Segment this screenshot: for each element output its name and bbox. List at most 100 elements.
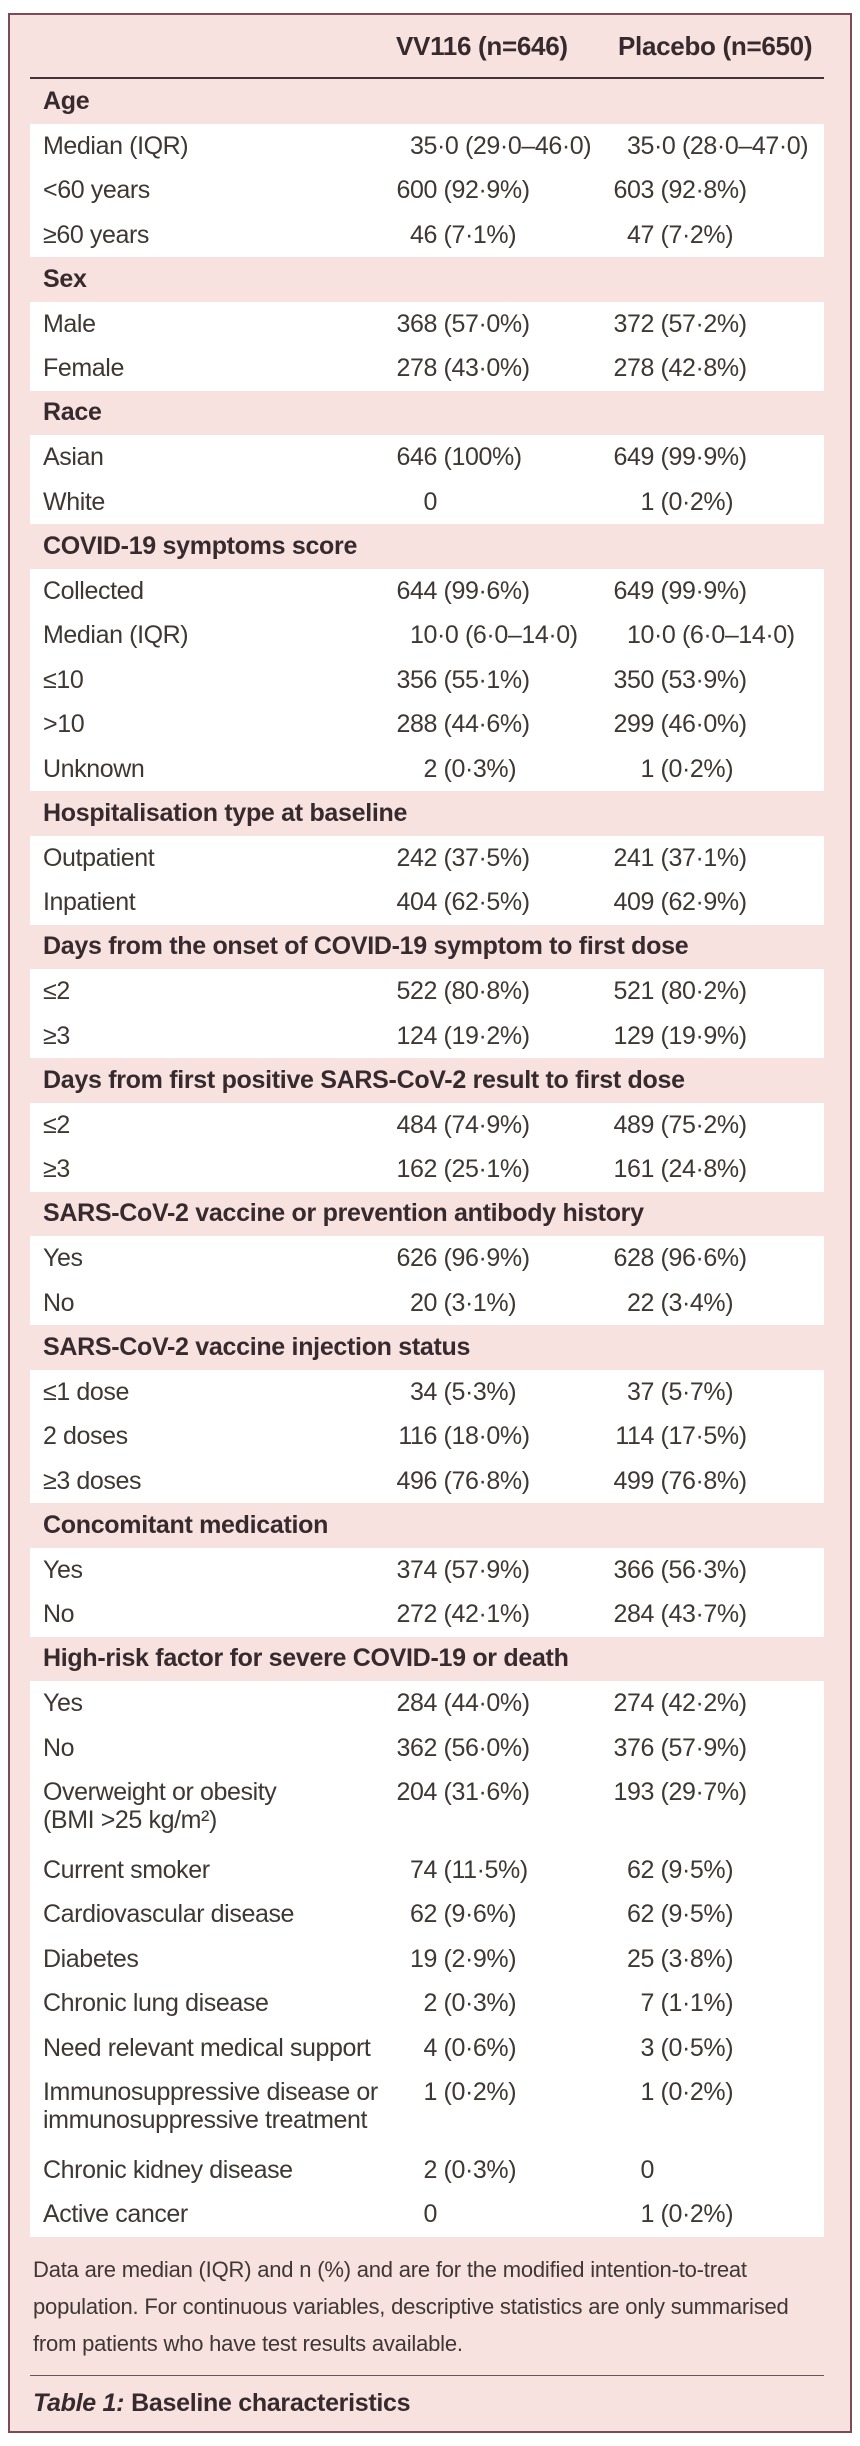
table-row: Collected 644 (99·6%) 649 (99·9%) [30, 569, 824, 614]
table-row: No 272 (42·1%) 284 (43·7%) [30, 1592, 824, 1637]
table-row: Chronic lung disease 2 (0·3%) 7 (1·1%) [30, 1981, 824, 2026]
section-header: Sex [30, 257, 824, 302]
section-title: COVID-19 symptoms score [43, 531, 358, 560]
vv116-value: 644 (99·6%) [396, 576, 530, 605]
row-label: White [43, 487, 105, 516]
table-section: Concomitant medication Yes 374 (57·9%) 3… [30, 1503, 824, 1637]
section-header: COVID-19 symptoms score [30, 524, 824, 569]
row-label: ≤10 [43, 665, 84, 694]
table-row: ≥3 162 (25·1%) 161 (24·8%) [30, 1147, 824, 1192]
table-section: Days from first positive SARS-CoV-2 resu… [30, 1058, 824, 1192]
vv116-value: 278 (43·0%) [396, 354, 530, 382]
footnote-line: Data are median (IQR) and n (%) and are … [33, 2256, 747, 2282]
section-title: High-risk factor for severe COVID-19 or … [43, 1644, 569, 1673]
table-card: VV116 (n=646) Placebo (n=650) Age Median… [8, 13, 852, 2433]
row-label: Yes [43, 1244, 83, 1272]
section-rows: Yes 374 (57·9%) 366 (56·3%) No 272 (42·1… [30, 1547, 824, 1637]
placebo-value: 241 (37·1%) [613, 843, 747, 872]
placebo-value: 0 [640, 2155, 654, 2184]
vv116-value: 362 (56·0%) [396, 1733, 530, 1762]
placebo-value: 628 (96·6%) [613, 1244, 747, 1272]
vv116-value: 10·0 (6·0–14·0) [409, 621, 578, 649]
section-title: Sex [43, 264, 87, 293]
section-header: Days from the onset of COVID-19 symptom … [30, 925, 824, 970]
table-row: >10 288 (44·6%) 299 (46·0%) [30, 702, 824, 747]
row-label: Collected [43, 576, 144, 605]
row-label: Cardiovascular disease [43, 1900, 295, 1928]
vv116-value: 0 [423, 2200, 437, 2228]
table-row: Inpatient 404 (62·5%) 409 (62·9%) [30, 880, 824, 925]
row-label: ≥60 years [43, 220, 150, 249]
row-label: Current smoker [43, 1855, 210, 1884]
section-title: SARS-CoV-2 vaccine or prevention antibod… [43, 1199, 644, 1228]
section-header: SARS-CoV-2 vaccine or prevention antibod… [30, 1192, 824, 1237]
placebo-value: 22 (3·4%) [626, 1288, 734, 1317]
vv116-value: 646 (100%) [396, 443, 522, 471]
placebo-value: 489 (75·2%) [613, 1110, 747, 1139]
table-row: Overweight or obesity (BMI >25 kg/m²) 204… [30, 1770, 824, 1848]
section-rows: ≤2 484 (74·9%) 489 (75·2%) ≥3 162 (25·1%… [30, 1102, 824, 1192]
row-label: >10 [43, 710, 85, 738]
placebo-value: 603 (92·8%) [613, 176, 747, 204]
placebo-value: 649 (99·9%) [613, 576, 747, 605]
row-label: 2 doses [43, 1422, 128, 1450]
table-row: Median (IQR) 35·0 (29·0–46·0) 35·0 (28·0… [30, 124, 824, 169]
table-row: Cardiovascular disease 62 (9·6%) 62 (9·5… [30, 1892, 824, 1937]
table-section: Hospitalisation type at baseline Outpati… [30, 791, 824, 925]
row-label: Diabetes [43, 1944, 139, 1973]
row-label: No [43, 1288, 75, 1317]
placebo-value: 278 (42·8%) [613, 354, 747, 382]
table-section: SARS-CoV-2 vaccine injection status ≤1 d… [30, 1325, 824, 1503]
vv116-value: 4 (0·6%) [423, 2033, 517, 2062]
section-rows: Yes 626 (96·9%) 628 (96·6%) No 20 (3·1%)… [30, 1236, 824, 1325]
footnote-line: population. For continuous variables, de… [33, 2293, 789, 2319]
vv116-value: 116 (18·0%) [398, 1422, 530, 1450]
vv116-value: 162 (25·1%) [396, 1155, 530, 1183]
table-row: Male 368 (57·0%) 372 (57·2%) [30, 302, 824, 347]
table-content: VV116 (n=646) Placebo (n=650) Age Median… [30, 15, 824, 2431]
row-label: ≤1 dose [43, 1377, 129, 1406]
table-row: Asian 646 (100%) 649 (99·9%) [30, 435, 824, 480]
table-row: Unknown 2 (0·3%) 1 (0·2%) [30, 747, 824, 792]
table-row: Yes 626 (96·9%) 628 (96·6%) [30, 1236, 824, 1281]
row-label: No [43, 1600, 75, 1628]
table-row: ≤2 522 (80·8%) 521 (80·2%) [30, 969, 824, 1014]
placebo-value: 409 (62·9%) [613, 888, 747, 916]
table-row: Median (IQR) 10·0 (6·0–14·0) 10·0 (6·0–1… [30, 613, 824, 658]
vv116-value: 522 (80·8%) [396, 977, 530, 1005]
table-row: ≤2 484 (74·9%) 489 (75·2%) [30, 1103, 824, 1148]
vv116-value: 34 (5·3%) [409, 1377, 517, 1406]
placebo-value: 37 (5·7%) [626, 1377, 734, 1406]
table-row: Chronic kidney disease 2 (0·3%) 0 [30, 2148, 824, 2193]
section-header: Age [30, 79, 824, 124]
table-row: ≥3 doses 496 (76·8%) 499 (76·8%) [30, 1459, 824, 1504]
vv116-value: 288 (44·6%) [396, 710, 530, 738]
vv116-value: 242 (37·5%) [396, 843, 530, 872]
table-section: Age Median (IQR) 35·0 (29·0–46·0) 35·0 (… [30, 79, 824, 257]
row-label: ≥3 doses [43, 1466, 142, 1495]
table-row: ≥60 years 46 (7·1%) 47 (7·2%) [30, 213, 824, 258]
vv116-value: 374 (57·9%) [396, 1555, 530, 1584]
section-header: High-risk factor for severe COVID-19 or … [30, 1637, 824, 1682]
table-row: No 20 (3·1%) 22 (3·4%) [30, 1281, 824, 1326]
placebo-value: 47 (7·2%) [626, 220, 734, 249]
table-row: Current smoker 74 (11·5%) 62 (9·5%) [30, 1848, 824, 1893]
table-row: ≥3 124 (19·2%) 129 (19·9%) [30, 1014, 824, 1059]
vv116-value: 2 (0·3%) [423, 2155, 517, 2184]
table-row: No 362 (56·0%) 376 (57·9%) [30, 1726, 824, 1771]
section-rows: ≤2 522 (80·8%) 521 (80·2%) ≥3 124 (19·2%… [30, 969, 824, 1058]
vv116-value: 1 (0·2%) [423, 2078, 517, 2106]
section-title: SARS-CoV-2 vaccine injection status [43, 1332, 471, 1361]
section-title: Hospitalisation type at baseline [43, 798, 408, 827]
section-rows: Median (IQR) 35·0 (29·0–46·0) 35·0 (28·0… [30, 123, 824, 258]
table-row: Need relevant medical support 4 (0·6%) 3… [30, 2026, 824, 2071]
placebo-value: 193 (29·7%) [613, 1778, 747, 1806]
table-section: Race Asian 646 (100%) 649 (99·9%) White … [30, 391, 824, 524]
vv116-value: 0 [423, 487, 437, 516]
row-label: <60 years [43, 176, 150, 204]
placebo-value: 299 (46·0%) [613, 710, 747, 738]
row-label: Immunosuppressive disease or immunosuppre… [43, 2078, 378, 2134]
row-label: Outpatient [43, 843, 155, 872]
section-rows: Collected 644 (99·6%) 649 (99·9%) Median… [30, 568, 824, 792]
placebo-value: 274 (42·2%) [613, 1689, 747, 1717]
